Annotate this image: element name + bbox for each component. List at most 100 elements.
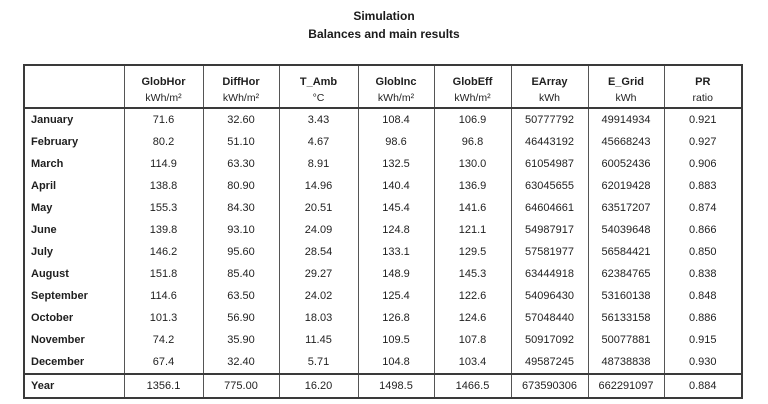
table-cell: 85.40 [202, 263, 279, 285]
row-label: August [31, 268, 69, 280]
table-cell: 129.5 [433, 241, 511, 263]
table-cell: 121.1 [433, 219, 511, 241]
table-cell: 140.4 [357, 175, 434, 197]
table-cell: 5.71 [278, 351, 358, 374]
table-cell: 151.8 [123, 263, 203, 285]
table-cell: 63517207 [587, 197, 664, 219]
unit-diffhor: kWh/m² [202, 89, 279, 108]
table-row: April 138.8 80.90 14.96 140.4 136.9 6304… [24, 175, 742, 197]
table-cell: 50917092 [510, 329, 588, 351]
table-cell: 74.2 [123, 329, 203, 351]
table-cell: 122.6 [433, 285, 511, 307]
table-cell: 11.45 [278, 329, 358, 351]
table-cell: 57048440 [510, 307, 588, 329]
table-cell: 775.00 [202, 373, 279, 398]
table-cell: 16.20 [278, 373, 358, 398]
table-cell: 0.930 [663, 351, 742, 374]
table-cell: 54039648 [587, 219, 664, 241]
table-cell: 1466.5 [433, 373, 511, 398]
table-cell: 80.2 [123, 131, 203, 153]
row-label: May [31, 202, 53, 214]
table-cell: 98.6 [357, 131, 434, 153]
table-cell: 32.40 [202, 351, 279, 374]
table-cell: 0.838 [663, 263, 742, 285]
table-row: December 67.4 32.40 5.71 104.8 103.4 495… [24, 351, 742, 374]
table-row: September 114.6 63.50 24.02 125.4 122.6 … [24, 285, 742, 307]
table-row: February 80.2 51.10 4.67 98.6 96.8 46443… [24, 131, 742, 153]
table-cell: 141.6 [433, 197, 511, 219]
corner-cell [24, 65, 124, 89]
table-cell: 63444918 [510, 263, 588, 285]
table-cell: 108.4 [357, 107, 434, 131]
table-cell: 53160138 [587, 285, 664, 307]
table-cell: 124.8 [357, 219, 434, 241]
table-cell: 56133158 [587, 307, 664, 329]
table-cell: 93.10 [202, 219, 279, 241]
table-row: August 151.8 85.40 29.27 148.9 145.3 634… [24, 263, 742, 285]
table-cell: 0.884 [663, 373, 742, 398]
report-title: Simulation [353, 9, 415, 23]
table-cell: 35.90 [202, 329, 279, 351]
table-cell: 0.850 [663, 241, 742, 263]
table-cell: 104.8 [357, 351, 434, 374]
table-cell: 124.6 [433, 307, 511, 329]
table-cell: 145.3 [433, 263, 511, 285]
report-header: Simulation Balances and main results [0, 0, 768, 42]
table-cell: 662291097 [587, 373, 664, 398]
table-cell: 51.10 [202, 131, 279, 153]
table-cell: 18.03 [278, 307, 358, 329]
header-row-units: kWh/m² kWh/m² °C kWh/m² kWh/m² kWh kWh r… [24, 89, 742, 108]
row-label: December [31, 356, 85, 368]
table-cell: 0.886 [663, 307, 742, 329]
table-cell: 46443192 [510, 131, 588, 153]
table-cell: 64604661 [510, 197, 588, 219]
table-cell: 67.4 [123, 351, 203, 374]
table-cell: 96.8 [433, 131, 511, 153]
unit-earray: kWh [510, 89, 588, 108]
table-cell: 24.02 [278, 285, 358, 307]
table-cell: 106.9 [433, 107, 511, 131]
table-cell: 8.91 [278, 153, 358, 175]
table-cell: 48738838 [587, 351, 664, 374]
table-cell: 145.4 [357, 197, 434, 219]
row-label: October [31, 312, 74, 324]
header-row-labels: GlobHor DiffHor T_Amb GlobInc GlobEff EA… [24, 65, 742, 89]
table-cell: 54987917 [510, 219, 588, 241]
unit-egrid: kWh [587, 89, 664, 108]
table-cell: 114.9 [123, 153, 203, 175]
table-cell: 28.54 [278, 241, 358, 263]
table-cell: 84.30 [202, 197, 279, 219]
table-cell: 49587245 [510, 351, 588, 374]
row-label: March [31, 158, 64, 170]
table-cell: 95.60 [202, 241, 279, 263]
table-cell: 0.921 [663, 107, 742, 131]
table-cell: 50077881 [587, 329, 664, 351]
table-cell: 63.30 [202, 153, 279, 175]
table-cell: 62019428 [587, 175, 664, 197]
unit-pr: ratio [663, 89, 742, 108]
table-cell: 103.4 [433, 351, 511, 374]
table-cell: 114.6 [123, 285, 203, 307]
table-cell: 0.927 [663, 131, 742, 153]
column-header-pr: PR [663, 65, 742, 89]
table-row: October 101.3 56.90 18.03 126.8 124.6 57… [24, 307, 742, 329]
table-cell: 45668243 [587, 131, 664, 153]
column-header-globhor: GlobHor [123, 65, 203, 89]
row-label: June [31, 224, 57, 236]
unit-globhor: kWh/m² [123, 89, 203, 108]
table-head: GlobHor DiffHor T_Amb GlobInc GlobEff EA… [24, 65, 742, 108]
table-cell: 20.51 [278, 197, 358, 219]
total-row-label: Year [24, 373, 124, 398]
table-cell: 56584421 [587, 241, 664, 263]
table-cell: 132.5 [357, 153, 434, 175]
table-cell: 136.9 [433, 175, 511, 197]
table-footer: Year 1356.1 775.00 16.20 1498.5 1466.5 6… [24, 373, 742, 398]
table-cell: 107.8 [433, 329, 511, 351]
column-header-egrid: E_Grid [587, 65, 664, 89]
table-cell: 57581977 [510, 241, 588, 263]
table-cell: 60052436 [587, 153, 664, 175]
table-cell: 139.8 [123, 219, 203, 241]
table-cell: 4.67 [278, 131, 358, 153]
table-cell: 71.6 [123, 107, 203, 131]
table-cell: 63045655 [510, 175, 588, 197]
